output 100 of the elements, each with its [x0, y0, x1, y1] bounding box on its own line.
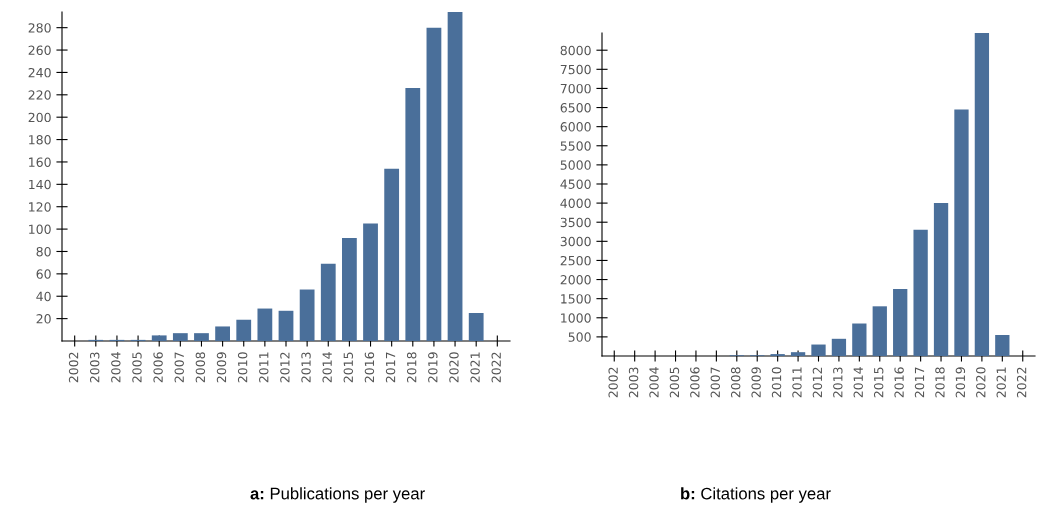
x-tick-label: 2010	[237, 352, 248, 383]
x-tick-label: 2013	[301, 352, 311, 383]
x-tick-label: 2018	[935, 367, 945, 398]
x-tick-label: 2019	[955, 367, 966, 398]
text: a: Publications per year	[250, 487, 425, 503]
y-tick-label: 2500	[560, 255, 591, 266]
y-tick-label: 3000	[560, 236, 591, 247]
bar	[974, 33, 990, 356]
y-tick-label: 60	[36, 269, 51, 279]
x-tick-label: 2021	[996, 367, 1006, 398]
bar	[447, 12, 463, 341]
x-tick-label: 2014	[322, 352, 332, 383]
y-tick-label: 220	[28, 90, 51, 100]
bar	[236, 319, 252, 341]
bar	[872, 306, 887, 356]
bar	[215, 326, 230, 341]
x-tick-label: 2009	[216, 352, 227, 383]
x-tick-label: 2003	[628, 367, 639, 398]
bar	[151, 335, 167, 341]
bar	[320, 263, 336, 341]
y-tick-label: 280	[28, 23, 51, 33]
x-tick-label: 2014	[853, 367, 863, 398]
x-tick-label: 2017	[914, 367, 925, 398]
x-tick-label: 2015	[873, 367, 884, 398]
x-tick-label: 2018	[406, 352, 417, 383]
bar	[363, 223, 378, 341]
bar	[811, 344, 826, 356]
bar	[913, 229, 928, 356]
x-tick-label: 2020	[449, 352, 459, 383]
x-tick-label: 2004	[649, 367, 659, 398]
y-tick-label: 5000	[560, 160, 591, 170]
bar	[468, 313, 484, 341]
y-tick-label: 500	[568, 332, 591, 342]
bar	[426, 27, 442, 341]
x-tick-label: 2011	[792, 367, 802, 398]
y-tick-label: 200	[28, 112, 51, 123]
y-tick-label: 5500	[560, 141, 591, 151]
bar	[257, 308, 273, 341]
x-tick-label: 2007	[710, 367, 720, 398]
x-tick-label: 2013	[833, 367, 843, 398]
bar	[194, 333, 209, 341]
x-tick-label: 2008	[730, 367, 741, 398]
x-tick-label: 2009	[751, 367, 761, 398]
text: b: Citations per year	[681, 487, 831, 503]
x-tick-label: 2002	[608, 367, 618, 398]
x-tick-label: 2020	[976, 367, 986, 398]
bar	[852, 323, 867, 356]
x-tick-label: 2005	[669, 367, 680, 398]
bar	[954, 109, 969, 356]
y-tick-label: 80	[36, 246, 51, 257]
y-tick-label: 20	[36, 314, 51, 324]
bar	[384, 168, 400, 341]
x-tick-label: 2012	[812, 367, 823, 398]
y-tick-label: 1500	[561, 294, 591, 304]
bar	[405, 88, 421, 341]
bar	[893, 289, 908, 356]
x-tick-label: 2011	[259, 352, 269, 383]
y-tick-label: 140	[29, 179, 51, 190]
x-tick-label: 2022	[1016, 367, 1027, 398]
x-tick-label: 2010	[771, 367, 782, 398]
x-tick-label: 2016	[894, 367, 904, 398]
y-tick-label: 2000	[560, 275, 591, 285]
x-tick-label: 2017	[385, 352, 396, 383]
x-tick-label: 2015	[343, 352, 354, 383]
y-tick-label: 180	[29, 135, 51, 145]
x-tick-label: 2006	[153, 352, 163, 383]
x-tick-label: 2002	[68, 352, 79, 383]
bar	[933, 203, 949, 356]
y-tick-label: 100	[29, 224, 51, 235]
x-tick-label: 2022	[491, 352, 501, 383]
y-tick-label: 240	[28, 67, 51, 78]
bar	[278, 310, 294, 341]
x-tick-label: 2012	[280, 352, 290, 383]
y-tick-label: 8000	[560, 45, 591, 56]
bar	[342, 238, 357, 341]
y-tick-label: 160	[29, 157, 51, 167]
x-tick-label: 2006	[690, 367, 700, 398]
y-tick-label: 6000	[560, 122, 591, 132]
y-tick-label: 4500	[560, 179, 591, 189]
y-tick-label: 7500	[560, 64, 591, 75]
x-tick-label: 2019	[428, 352, 438, 383]
x-tick-label: 2021	[470, 352, 480, 383]
x-tick-label: 2005	[132, 352, 142, 383]
x-tick-label: 2004	[111, 352, 121, 383]
x-tick-label: 2007	[174, 352, 184, 383]
x-tick-label: 2003	[89, 352, 100, 383]
y-tick-label: 260	[28, 45, 51, 55]
y-tick-label: 1000	[561, 313, 591, 323]
bar	[831, 338, 847, 356]
bar	[172, 333, 188, 341]
y-tick-label: 7000	[560, 83, 591, 94]
y-tick-label: 40	[36, 291, 51, 302]
y-tick-label: 3500	[560, 217, 591, 228]
x-tick-label: 2016	[364, 352, 375, 383]
y-tick-label: 4000	[560, 198, 591, 209]
bar	[995, 334, 1010, 356]
bar	[299, 289, 315, 341]
y-tick-label: 120	[29, 202, 51, 212]
y-tick-label: 6500	[560, 103, 591, 113]
bar	[790, 352, 806, 356]
